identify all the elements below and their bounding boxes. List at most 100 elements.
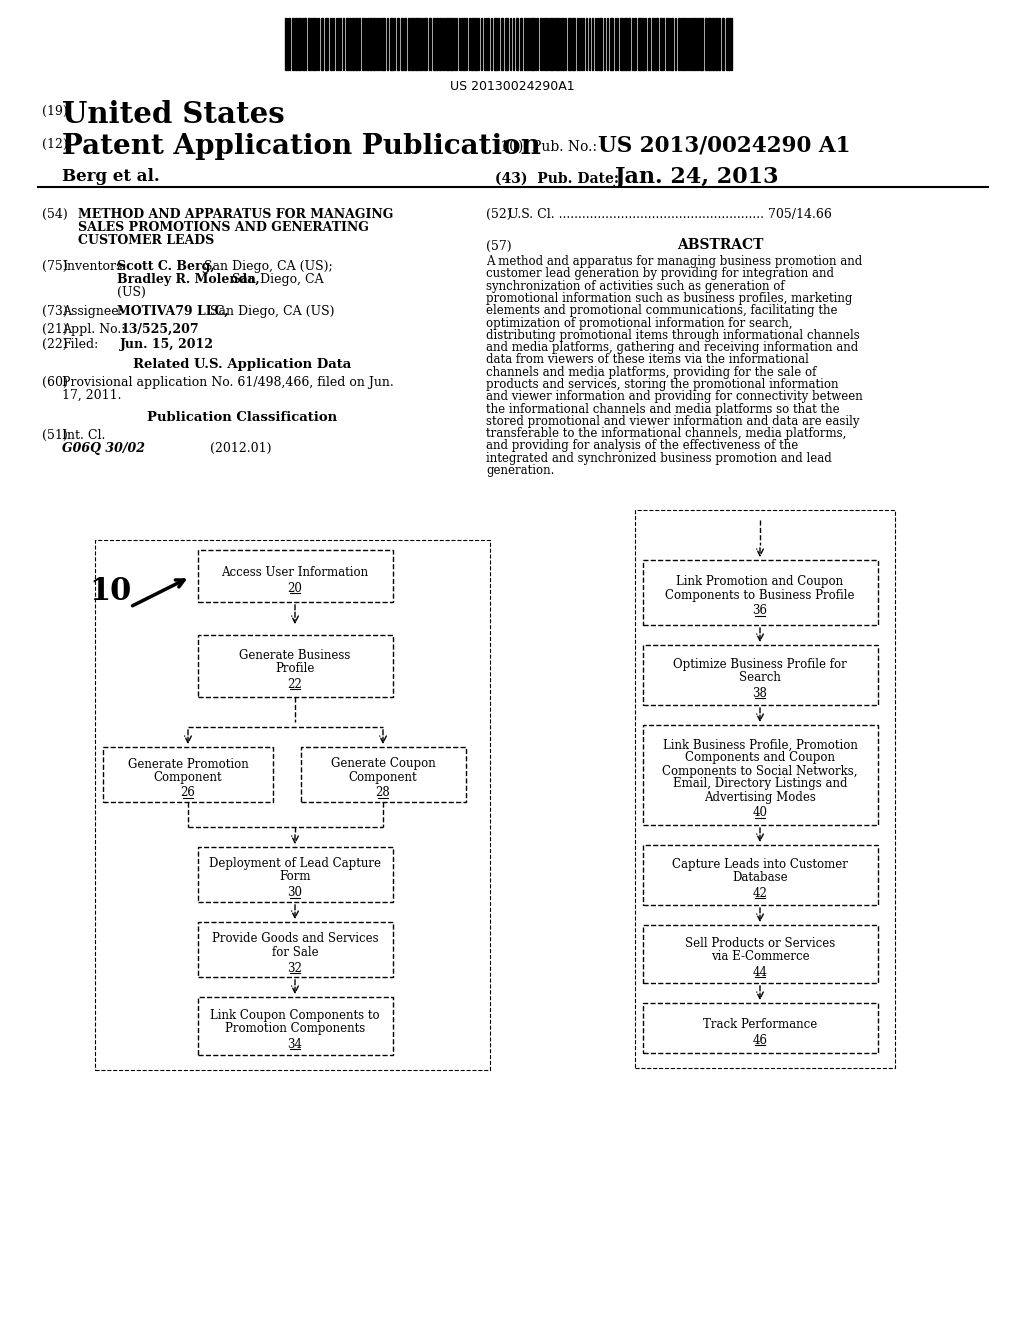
Text: Component: Component xyxy=(349,771,418,784)
Bar xyxy=(373,18,375,70)
Bar xyxy=(404,18,406,70)
Bar xyxy=(397,18,399,70)
Bar xyxy=(642,18,644,70)
Text: Component: Component xyxy=(154,771,222,784)
Bar xyxy=(424,18,427,70)
Text: promotional information such as business profiles, marketing: promotional information such as business… xyxy=(486,292,852,305)
Text: San Diego, CA: San Diego, CA xyxy=(228,273,324,286)
Text: Assignee:: Assignee: xyxy=(62,305,123,318)
Text: Profile: Profile xyxy=(275,663,314,675)
Text: MOTIVA79 LLC,: MOTIVA79 LLC, xyxy=(117,305,228,318)
Bar xyxy=(370,18,372,70)
Bar xyxy=(346,18,348,70)
Bar xyxy=(355,18,357,70)
Bar xyxy=(531,18,534,70)
Text: for Sale: for Sale xyxy=(271,945,318,958)
Text: Database: Database xyxy=(732,871,787,884)
Text: (22): (22) xyxy=(42,338,68,351)
Text: Search: Search xyxy=(739,671,781,684)
Bar xyxy=(321,18,323,70)
Text: Berg et al.: Berg et al. xyxy=(62,168,160,185)
Text: Track Performance: Track Performance xyxy=(702,1018,817,1031)
Bar xyxy=(634,18,636,70)
Text: US 20130024290A1: US 20130024290A1 xyxy=(450,81,574,92)
Text: 36: 36 xyxy=(753,605,768,618)
Text: Related U.S. Application Data: Related U.S. Application Data xyxy=(133,358,351,371)
Bar xyxy=(642,725,878,825)
Bar xyxy=(436,18,438,70)
Text: (54): (54) xyxy=(42,209,68,220)
Bar xyxy=(382,18,385,70)
Text: 46: 46 xyxy=(753,1034,768,1047)
Text: Filed:: Filed: xyxy=(62,338,98,351)
Text: METHOD AND APPARATUS FOR MANAGING: METHOD AND APPARATUS FOR MANAGING xyxy=(78,209,393,220)
Text: Capture Leads into Customer: Capture Leads into Customer xyxy=(672,858,848,871)
Bar xyxy=(693,18,695,70)
Bar xyxy=(198,997,392,1055)
Text: 42: 42 xyxy=(753,887,767,900)
Text: (52): (52) xyxy=(486,209,512,220)
Bar xyxy=(325,18,328,70)
Bar xyxy=(471,18,473,70)
Text: 28: 28 xyxy=(376,787,390,800)
Bar xyxy=(712,18,714,70)
Bar xyxy=(635,510,895,1068)
Text: transferable to the informational channels, media platforms,: transferable to the informational channe… xyxy=(486,428,847,440)
Text: (19): (19) xyxy=(42,106,68,117)
Bar xyxy=(568,18,571,70)
Bar xyxy=(95,540,490,1071)
Text: United States: United States xyxy=(62,100,285,129)
Bar xyxy=(638,18,641,70)
Bar xyxy=(642,925,878,983)
Text: 10: 10 xyxy=(89,577,131,607)
Bar xyxy=(415,18,418,70)
Text: US 2013/0024290 A1: US 2013/0024290 A1 xyxy=(598,135,851,156)
Bar xyxy=(352,18,354,70)
Text: Link Business Profile, Promotion: Link Business Profile, Promotion xyxy=(663,738,857,751)
Text: via E-Commerce: via E-Commerce xyxy=(711,950,809,964)
Text: 40: 40 xyxy=(753,807,768,820)
Text: Link Coupon Components to: Link Coupon Components to xyxy=(210,1008,380,1022)
Text: (10)  Pub. No.:: (10) Pub. No.: xyxy=(495,140,597,154)
Text: (51): (51) xyxy=(42,429,68,442)
Bar xyxy=(292,18,294,70)
Text: (60): (60) xyxy=(42,376,68,389)
Text: Optimize Business Profile for: Optimize Business Profile for xyxy=(673,657,847,671)
Bar xyxy=(562,18,564,70)
Text: data from viewers of these items via the informational: data from viewers of these items via the… xyxy=(486,354,809,367)
Bar xyxy=(666,18,668,70)
Bar xyxy=(708,18,711,70)
Bar xyxy=(362,18,364,70)
Bar xyxy=(550,18,553,70)
Bar xyxy=(198,635,392,697)
Text: Promotion Components: Promotion Components xyxy=(225,1022,366,1035)
Bar xyxy=(501,18,503,70)
Bar xyxy=(429,18,431,70)
Text: 44: 44 xyxy=(753,966,768,979)
Text: A method and apparatus for managing business promotion and: A method and apparatus for managing busi… xyxy=(486,255,862,268)
Bar xyxy=(610,18,613,70)
Text: CUSTOMER LEADS: CUSTOMER LEADS xyxy=(78,234,214,247)
Text: 38: 38 xyxy=(753,686,767,700)
Bar xyxy=(474,18,477,70)
Bar xyxy=(728,18,730,70)
Bar xyxy=(298,18,300,70)
Bar xyxy=(655,18,658,70)
Bar xyxy=(308,18,310,70)
Text: San Diego, CA (US): San Diego, CA (US) xyxy=(206,305,335,318)
Bar xyxy=(620,18,623,70)
Text: Patent Application Publication: Patent Application Publication xyxy=(62,133,541,160)
Text: 34: 34 xyxy=(288,1038,302,1051)
Bar xyxy=(545,18,547,70)
Bar xyxy=(718,18,720,70)
Bar xyxy=(705,18,707,70)
Bar xyxy=(700,18,703,70)
Bar xyxy=(300,747,466,803)
Text: generation.: generation. xyxy=(486,465,554,477)
Bar xyxy=(722,18,724,70)
Text: (57): (57) xyxy=(486,240,512,253)
Text: Generate Business: Generate Business xyxy=(240,649,350,663)
Text: Publication Classification: Publication Classification xyxy=(146,411,337,424)
Text: (75): (75) xyxy=(42,260,68,273)
Text: (12): (12) xyxy=(42,139,68,150)
